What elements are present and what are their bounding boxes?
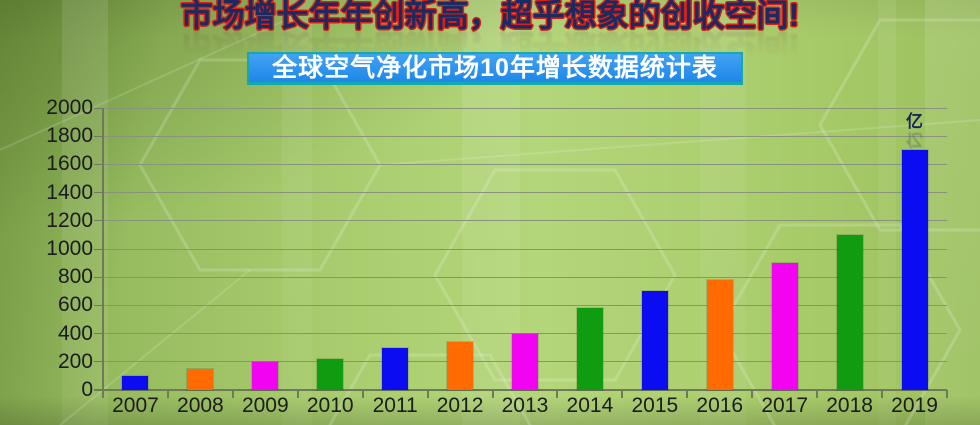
x-axis-label: 2010 — [306, 394, 354, 417]
bar-2019 — [900, 149, 929, 391]
x-axis-label: 2019 — [891, 394, 938, 417]
x-axis-label: 2011 — [372, 394, 418, 417]
y-axis-tick — [94, 135, 103, 137]
x-axis-label: 2018 — [826, 394, 873, 417]
bar-2014 — [575, 307, 604, 391]
y-axis-tick — [94, 107, 103, 109]
unit-label: 亿 — [906, 112, 924, 131]
gridline — [103, 107, 947, 109]
bar-2013 — [511, 332, 539, 391]
x-axis-tick — [556, 390, 559, 398]
page-title: 市场增长年年创新高，超乎想象的创收空间! — [180, 0, 800, 33]
y-axis-tick — [94, 163, 103, 165]
y-axis-tick — [94, 192, 103, 194]
gridline — [103, 304, 947, 306]
y-axis-tick — [94, 304, 103, 306]
x-axis-label: 2008 — [177, 394, 224, 417]
y-axis-label: 800 — [57, 265, 93, 289]
x-axis-label: 2014 — [566, 394, 614, 417]
y-axis-label: 1000 — [46, 237, 93, 260]
x-axis-label: 2015 — [631, 394, 679, 417]
bar-2007 — [121, 374, 150, 391]
bar-2016 — [705, 279, 734, 391]
x-axis-label: 2013 — [501, 394, 549, 417]
y-axis-label: 400 — [57, 321, 93, 345]
x-axis-tick — [361, 390, 364, 398]
x-axis-tick — [621, 390, 624, 398]
y-axis-line — [102, 108, 104, 390]
x-axis-label: 2017 — [761, 394, 809, 417]
y-axis-label: 1600 — [46, 152, 93, 176]
bar-2018 — [835, 233, 864, 391]
y-axis-tick — [94, 220, 103, 222]
x-axis-tick — [231, 390, 234, 398]
x-axis-label: 2009 — [241, 394, 289, 417]
y-axis-label: 1800 — [46, 124, 93, 148]
gridline — [103, 220, 947, 222]
y-axis-tick — [94, 333, 103, 335]
x-axis-tick — [296, 390, 299, 398]
unit-label-reflection: 亿 — [906, 130, 924, 149]
bar-2015 — [640, 290, 669, 391]
bar-2009 — [251, 360, 280, 391]
y-axis-tick — [94, 361, 103, 363]
x-axis-tick — [491, 390, 494, 398]
bar-2011 — [381, 346, 410, 391]
chart-title-banner: 全球空气净化市场10年增长数据统计表 — [247, 52, 743, 85]
x-axis-tick — [686, 390, 689, 398]
y-axis-label: 200 — [57, 349, 93, 373]
bar-2012 — [446, 341, 475, 391]
x-axis-tick — [881, 390, 884, 398]
y-axis-label: 1200 — [46, 208, 93, 232]
x-axis-tick — [426, 390, 429, 398]
y-axis-label: 0 — [81, 378, 93, 401]
x-axis-tick — [102, 390, 104, 398]
gridline — [103, 192, 947, 194]
y-axis-tick — [94, 276, 103, 278]
x-axis-label: 2012 — [436, 394, 484, 417]
x-axis-tick — [751, 390, 754, 398]
x-axis-tick — [946, 390, 948, 398]
y-axis-label: 600 — [57, 293, 93, 317]
gridline — [103, 276, 947, 278]
bar-2008 — [186, 367, 215, 391]
bar-2017 — [770, 262, 799, 391]
x-axis-line — [94, 389, 947, 391]
gridline — [103, 135, 947, 137]
x-axis-label: 2016 — [696, 394, 744, 417]
gridline — [103, 248, 947, 250]
x-axis-tick — [816, 390, 819, 398]
y-axis-label: 2000 — [46, 96, 93, 119]
gridline — [103, 163, 947, 165]
x-axis-tick — [166, 390, 169, 398]
x-axis-label: 2007 — [112, 394, 159, 417]
y-axis-tick — [94, 248, 103, 250]
y-axis-label: 1400 — [46, 180, 93, 204]
bar-2010 — [316, 357, 345, 391]
